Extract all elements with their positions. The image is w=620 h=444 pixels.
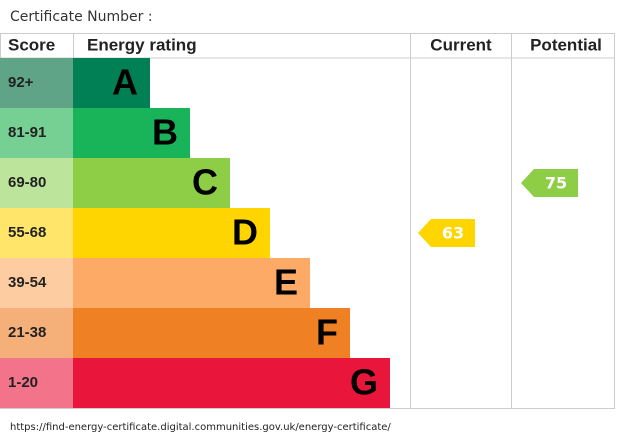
- rating-letter: G: [350, 362, 378, 403]
- rating-letter: A: [112, 62, 138, 103]
- score: 39-54: [8, 274, 47, 291]
- rating-bar: [73, 308, 350, 358]
- potential-arrow: [521, 169, 578, 197]
- score-cell: [0, 308, 73, 358]
- rating-bar: [73, 158, 230, 208]
- score: 81-91: [8, 124, 46, 141]
- column-header: Potential: [530, 35, 602, 54]
- rating-bar: [73, 208, 270, 258]
- score: 69-80: [8, 174, 46, 191]
- rating-bar: [73, 358, 390, 408]
- rating-letter: B: [152, 112, 178, 153]
- score: 21-38: [8, 324, 46, 341]
- current-arrow: [418, 219, 475, 247]
- column-header: Energy rating: [87, 35, 197, 54]
- score-cell: [0, 158, 73, 208]
- rating-letter: E: [274, 262, 298, 303]
- rating-bar: [73, 108, 190, 158]
- column-header: Current: [430, 35, 492, 54]
- score: 92+: [8, 74, 34, 91]
- rating-bar: [73, 258, 310, 308]
- rating-letter: C: [192, 162, 218, 203]
- column-header: Score: [8, 35, 55, 54]
- rating-letter: D: [232, 212, 258, 253]
- url: https://find-energy-certificate.digital.…: [10, 422, 391, 433]
- rating-letter: F: [316, 312, 338, 353]
- score-cell: [0, 58, 73, 108]
- score-cell: [0, 258, 73, 308]
- score-cell: [0, 358, 73, 408]
- score: 55-68: [8, 224, 46, 241]
- current-value: 63: [442, 224, 464, 243]
- score-cell: [0, 108, 73, 158]
- certificate-number: Certificate Number :: [10, 9, 153, 25]
- rating-bar: [73, 58, 150, 108]
- score-cell: [0, 208, 73, 258]
- score: 1-20: [8, 374, 38, 391]
- potential-value: 75: [545, 174, 567, 193]
